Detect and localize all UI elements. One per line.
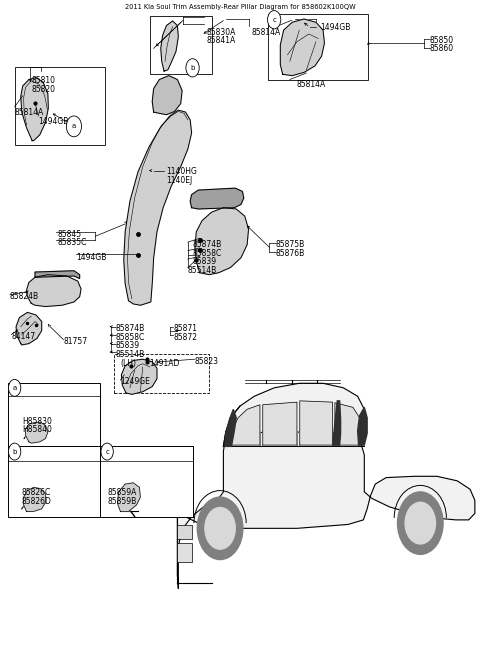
Polygon shape [152, 75, 182, 115]
Text: a: a [72, 123, 76, 129]
Text: 85839: 85839 [192, 257, 216, 266]
Text: 85874B: 85874B [116, 324, 145, 333]
Text: 1140EJ: 1140EJ [167, 176, 192, 185]
Text: 85835C: 85835C [57, 238, 87, 247]
Text: 1494GB: 1494GB [321, 23, 351, 32]
Text: 85859B: 85859B [107, 497, 136, 506]
Text: 85826D: 85826D [22, 497, 52, 506]
Circle shape [66, 116, 82, 136]
Text: 1140HG: 1140HG [167, 167, 197, 176]
Bar [8, 382, 100, 446]
Polygon shape [195, 208, 249, 275]
Polygon shape [16, 312, 42, 345]
Text: 85860: 85860 [430, 45, 454, 53]
Polygon shape [190, 188, 244, 209]
Polygon shape [35, 271, 80, 279]
Circle shape [9, 379, 21, 396]
Polygon shape [358, 407, 367, 445]
Polygon shape [223, 383, 364, 446]
Text: 85845: 85845 [57, 230, 82, 239]
Text: c: c [272, 16, 276, 23]
Text: 85514B: 85514B [188, 266, 217, 275]
Text: 85814A: 85814A [252, 28, 281, 37]
Text: c: c [105, 449, 109, 455]
Text: 85826C: 85826C [22, 488, 51, 497]
Text: 85814A: 85814A [14, 108, 44, 117]
Text: 85839: 85839 [116, 341, 140, 350]
Bar [178, 525, 192, 539]
Bar [178, 543, 192, 562]
Text: 85858C: 85858C [116, 333, 145, 342]
Text: 85824B: 85824B [10, 293, 39, 301]
Circle shape [101, 443, 113, 460]
Circle shape [267, 10, 281, 29]
Circle shape [197, 497, 243, 560]
Bar [14, 66, 105, 144]
Text: 2011 Kia Soul Trim Assembly-Rear Pillar Diagram for 858602K100QW: 2011 Kia Soul Trim Assembly-Rear Pillar … [125, 4, 355, 10]
Bar [114, 354, 209, 393]
Polygon shape [263, 402, 297, 445]
Text: (LH): (LH) [120, 359, 136, 368]
Circle shape [205, 508, 235, 549]
Text: 85871: 85871 [174, 324, 198, 333]
Polygon shape [161, 21, 179, 71]
Text: 85830A: 85830A [207, 28, 236, 37]
Polygon shape [335, 403, 360, 445]
Circle shape [397, 492, 443, 554]
Bar [150, 16, 212, 74]
Polygon shape [25, 422, 48, 443]
Polygon shape [21, 77, 48, 140]
Text: b: b [12, 449, 17, 455]
Polygon shape [178, 432, 475, 588]
Text: 85874B: 85874B [192, 240, 222, 249]
Text: 85872: 85872 [174, 333, 198, 342]
Polygon shape [121, 359, 157, 394]
Polygon shape [229, 405, 260, 445]
Text: 85820: 85820 [31, 85, 55, 94]
Text: 1491AD: 1491AD [149, 359, 180, 368]
Text: 85841A: 85841A [207, 36, 236, 45]
Text: 85514B: 85514B [116, 350, 145, 359]
Text: 1249GE: 1249GE [120, 377, 150, 386]
Text: H85840: H85840 [22, 425, 52, 434]
Polygon shape [26, 275, 81, 306]
Text: H85830: H85830 [22, 417, 52, 426]
Text: 1494GB: 1494GB [38, 117, 69, 126]
Text: a: a [12, 385, 17, 391]
Circle shape [9, 443, 21, 460]
Text: 85850: 85850 [430, 36, 454, 45]
Polygon shape [124, 110, 192, 305]
Polygon shape [118, 483, 140, 512]
Text: 84147: 84147 [12, 332, 36, 341]
Text: b: b [191, 65, 195, 71]
Polygon shape [300, 401, 333, 445]
Polygon shape [24, 487, 46, 512]
Text: 85859A: 85859A [107, 488, 136, 497]
Polygon shape [333, 401, 341, 445]
Text: 81757: 81757 [63, 337, 88, 346]
Polygon shape [225, 409, 236, 446]
Circle shape [186, 59, 199, 77]
Bar [100, 446, 192, 517]
Text: 85858C: 85858C [192, 249, 222, 258]
Bar [268, 14, 368, 79]
Bar [8, 446, 100, 517]
Text: 85814A: 85814A [297, 79, 326, 89]
Text: 85810: 85810 [31, 76, 55, 85]
Text: 85876B: 85876B [276, 249, 305, 258]
Text: 1494GB: 1494GB [76, 253, 107, 262]
Text: 85823: 85823 [195, 358, 219, 366]
Polygon shape [280, 19, 324, 75]
Text: 85875B: 85875B [276, 240, 305, 249]
Circle shape [405, 502, 435, 544]
